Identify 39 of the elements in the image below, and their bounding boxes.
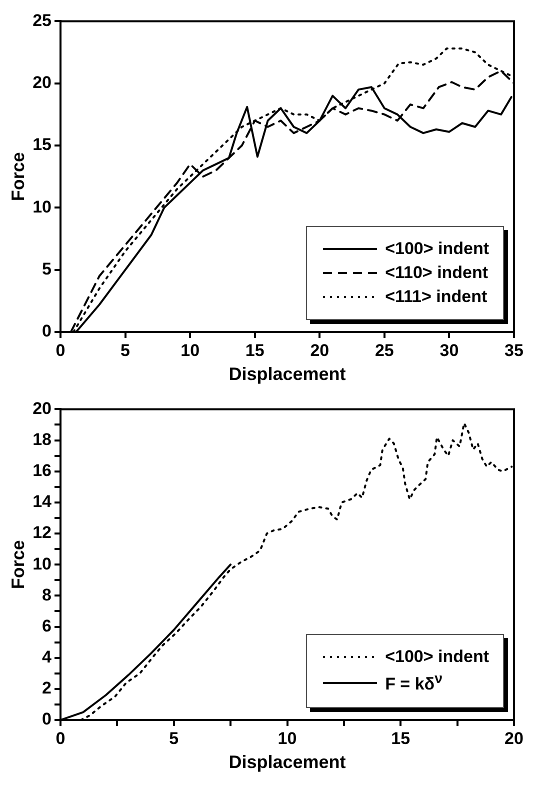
y-tick-label: 0 bbox=[42, 322, 52, 341]
y-tick-label: 16 bbox=[32, 461, 52, 480]
x-tick-label: 30 bbox=[440, 340, 459, 360]
x-tick-label: 10 bbox=[180, 340, 200, 360]
legend-label: F = kδ$^{ν}$ bbox=[385, 671, 442, 695]
x-tick-label: 10 bbox=[278, 728, 297, 748]
y-tick-label: 20 bbox=[32, 73, 52, 92]
x-tick-label: 25 bbox=[374, 340, 394, 360]
y-axis-title: Force bbox=[8, 152, 28, 202]
y-tick-label: 15 bbox=[32, 135, 52, 154]
y-tick-label: 5 bbox=[42, 260, 52, 279]
legend-label: <110> indent bbox=[385, 263, 488, 283]
y-tick-label: 14 bbox=[32, 492, 52, 512]
y-tick-label: 12 bbox=[32, 523, 52, 542]
y-tick-label: 6 bbox=[42, 616, 52, 636]
y-tick-label: 10 bbox=[32, 197, 52, 216]
x-tick-label: 15 bbox=[391, 728, 410, 748]
legend-label: <111> indent bbox=[385, 287, 488, 307]
y-tick-label: 18 bbox=[32, 430, 52, 449]
legend-label: <100> indent bbox=[385, 239, 489, 259]
y-tick-label: 25 bbox=[32, 10, 52, 30]
y-tick-label: 2 bbox=[42, 678, 52, 698]
y-tick-label: 20 bbox=[32, 398, 52, 418]
y-tick-label: 4 bbox=[42, 648, 52, 667]
x-axis-title: Displacement bbox=[228, 364, 346, 384]
y-tick-label: 10 bbox=[32, 554, 52, 574]
x-tick-label: 15 bbox=[245, 340, 264, 360]
legend-label: <100> indent bbox=[385, 647, 489, 668]
x-axis-title: Displacement bbox=[228, 752, 346, 772]
x-tick-label: 35 bbox=[504, 340, 524, 360]
x-tick-label: 5 bbox=[120, 340, 130, 360]
y-tick-label: 0 bbox=[42, 710, 52, 729]
x-tick-label: 5 bbox=[169, 728, 179, 748]
y-axis-title: Force bbox=[8, 540, 28, 590]
y-tick-label: 8 bbox=[42, 585, 52, 604]
x-tick-label: 20 bbox=[310, 340, 330, 360]
x-tick-label: 0 bbox=[56, 728, 66, 748]
x-tick-label: 0 bbox=[56, 340, 66, 360]
x-tick-label: 20 bbox=[504, 728, 524, 748]
